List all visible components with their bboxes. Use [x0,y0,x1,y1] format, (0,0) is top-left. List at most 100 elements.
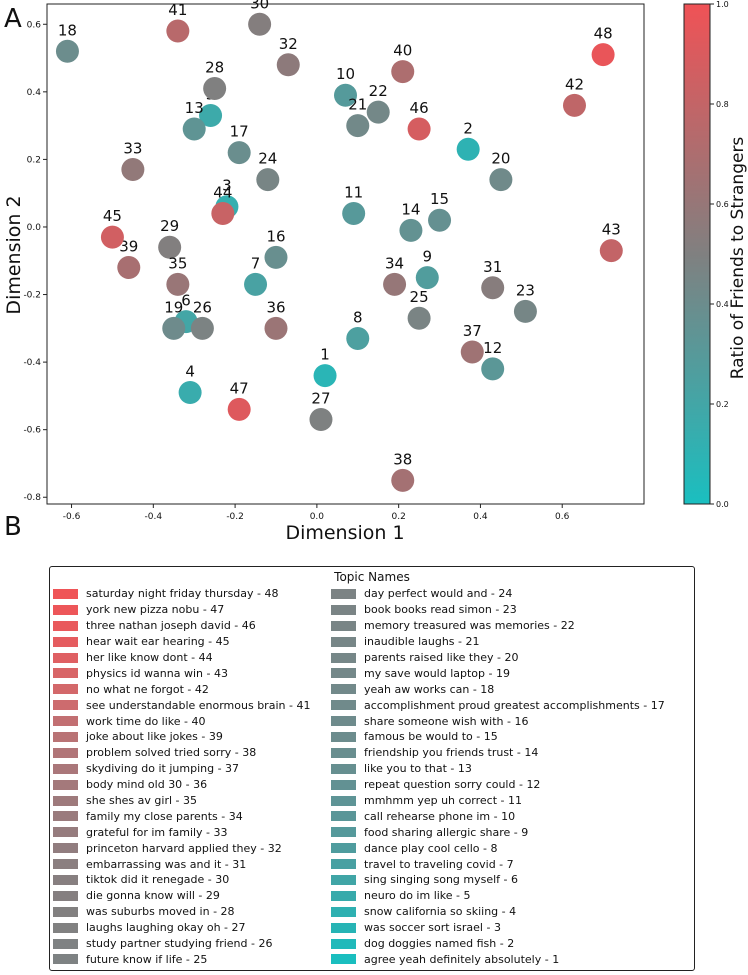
point-39: 39 [117,238,141,280]
point-label: 17 [230,123,249,141]
x-tick-label: -0.2 [226,512,244,522]
y-tick-label: -0.2 [23,291,41,301]
point-label: 34 [385,254,404,272]
point-label: 9 [423,248,433,266]
legend-swatch [331,731,356,742]
legend-item: day perfect would and - 24 [331,586,665,602]
point-43: 43 [599,221,623,263]
legend-swatch [53,922,78,933]
point-label: 28 [205,58,224,76]
legend-item: saturday night friday thursday - 48 [53,586,310,602]
point-marker [276,53,300,77]
point-label: 23 [516,281,535,299]
point-marker [190,316,214,340]
point-label: 22 [369,82,388,100]
legend-swatch [53,890,78,901]
legend-label: hear wait ear hearing - 45 [86,635,230,649]
colorbar-tick-label: 0.2 [716,400,729,409]
legend-item: memory treasured was memories - 22 [331,618,665,634]
legend-label: york new pizza nobu - 47 [86,603,225,617]
point-label: 35 [168,254,187,272]
point-label: 13 [185,99,204,117]
legend-swatch [331,938,356,949]
point-label: 7 [251,254,261,272]
legend-item: three nathan joseph david - 46 [53,618,310,634]
legend-swatch [53,811,78,822]
legend-swatch [53,827,78,838]
point-23: 23 [513,281,537,323]
legend-title: Topic Names [334,570,410,584]
y-tick-label: -0.8 [23,493,41,503]
point-40: 40 [391,42,415,84]
point-label: 45 [103,207,122,225]
legend-label: see understandable enormous brain - 41 [86,698,311,712]
legend-label: die gonna know will - 29 [86,889,220,903]
legend-label: dance play cool cello - 8 [364,841,498,855]
legend-item: tiktok did it renegade - 30 [53,872,310,888]
point-marker [227,397,251,421]
point-marker [383,272,407,296]
x-tick-label: 0.2 [391,512,405,522]
legend-label: princeton harvard applied they - 32 [86,841,282,855]
legend-swatch [331,668,356,679]
legend-item: travel to traveling covid - 7 [331,856,665,872]
legend-label: was soccer sort israel - 3 [364,921,501,935]
point-marker [415,266,439,290]
legend-item: physics id wanna win - 43 [53,665,310,681]
point-label: 43 [602,221,621,239]
point-2: 2 [456,119,480,161]
legend-swatch [331,684,356,695]
point-marker [428,208,452,232]
point-label: 25 [410,288,429,306]
legend-swatch [53,620,78,631]
legend-label: my save would laptop - 19 [364,666,510,680]
point-label: 27 [311,390,330,408]
legend-swatch [331,859,356,870]
point-marker [346,326,370,350]
legend-item: see understandable enormous brain - 41 [53,697,310,713]
legend-item: hear wait ear hearing - 45 [53,634,310,650]
point-42: 42 [562,75,586,117]
legend-swatch [331,906,356,917]
legend-item: agree yeah definitely absolutely - 1 [331,951,665,967]
point-label: 46 [410,99,429,117]
legend-label: laughs laughing okay oh - 27 [86,921,246,935]
point-label: 6 [181,292,191,310]
legend-label: parents raised like they - 20 [364,651,519,664]
legend-item: mmhmm yep uh correct - 11 [331,793,665,809]
point-label: 26 [193,298,212,316]
legend-swatch [53,843,78,854]
point-marker [166,19,190,43]
point-marker [599,239,623,263]
point-26: 26 [190,298,214,340]
point-label: 2 [463,119,473,137]
point-13: 13 [182,99,206,141]
point-label: 19 [164,298,183,316]
point-label: 16 [266,227,285,245]
point-marker [256,168,280,192]
legend-item: skydiving do it jumping - 37 [53,761,310,777]
point-marker [244,272,268,296]
point-label: 39 [119,238,138,256]
legend-swatch [53,668,78,679]
point-marker [211,201,235,225]
x-tick-label: -0.4 [145,512,163,522]
x-axis-label: Dimension 1 [285,522,404,544]
point-label: 42 [565,75,584,93]
point-marker [562,93,586,117]
legend-swatch [331,843,356,854]
legend-swatch [53,938,78,949]
legend-item: was soccer sort israel - 3 [331,920,665,936]
legend-swatch [53,636,78,647]
legend-item: share someone wish with - 16 [331,713,665,729]
legend-swatch [53,652,78,663]
legend-swatch [331,636,356,647]
legend-swatch [331,890,356,901]
point-label: 20 [491,150,510,168]
point-17: 17 [227,123,251,165]
x-tick-label: -0.6 [63,512,81,522]
point-14: 14 [399,200,423,242]
legend-label: skydiving do it jumping - 37 [86,762,240,776]
point-label: 18 [58,21,77,39]
legend-label: dog doggies named fish - 2 [364,937,515,951]
